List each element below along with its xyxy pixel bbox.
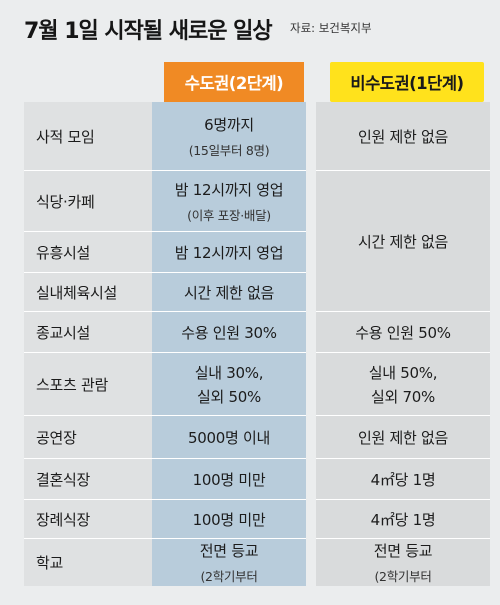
nonmetro-value: 4㎡당 1명 [370, 470, 436, 489]
metro-value: 5000명 이내 [188, 428, 270, 447]
table-row: 실내체육시설 시간 제한 없음 [24, 273, 490, 312]
metro-value: 수용 인원 30% [181, 323, 277, 342]
infographic-header: 7월 1일 시작될 새로운 일상 자료: 보건복지부 [0, 0, 500, 60]
nonmetro-column [316, 102, 490, 586]
metro-cell: 수용 인원 30% [152, 312, 306, 352]
nonmetro-value: 수용 인원 50% [355, 323, 451, 342]
table-row: 결혼식장 100명 미만 4㎡당 1명 [24, 459, 490, 500]
row-label: 학교 [36, 554, 64, 572]
nonmetro-cell: 전면 등교 (2학기부터 [316, 539, 490, 586]
metro-value: 시간 제한 없음 [184, 283, 274, 302]
row-label-cell: 장례식장 [24, 500, 152, 538]
metro-column-header: 수도권(2단계) [164, 62, 304, 102]
metro-cell: 5000명 이내 [152, 416, 306, 458]
table-row: 학교 전면 등교 (2학기부터 전면 등교 (2학기부터 [24, 539, 490, 586]
metro-cell: 밤 12시까지 영업 [152, 232, 306, 272]
metro-value: 밤 12시까지 영업 [174, 180, 284, 199]
nonmetro-note: (2학기부터 [374, 569, 432, 584]
row-label: 스포츠 관람 [36, 375, 108, 394]
row-label-cell: 종교시설 [24, 312, 152, 352]
metro-cell: 전면 등교 (2학기부터 [152, 539, 306, 586]
nonmetro-column-header: 비수도권(1단계) [330, 62, 484, 102]
nonmetro-cell: 실내 50%, 실외 70% [316, 353, 490, 415]
row-label-cell: 스포츠 관람 [24, 353, 152, 415]
metro-cell: 6명까지 (15일부터 8명) [152, 102, 306, 170]
nonmetro-value: 4㎡당 1명 [370, 510, 436, 529]
nonmetro-cell: 4㎡당 1명 [316, 500, 490, 538]
page-title: 7월 1일 시작될 새로운 일상 [24, 19, 273, 44]
metro-cell: 100명 미만 [152, 459, 306, 499]
table-row: 식당·카페 밤 12시까지 영업 (이후 포장·배달) [24, 171, 490, 232]
nonmetro-cell: 4㎡당 1명 [316, 459, 490, 499]
row-label-cell: 식당·카페 [24, 171, 152, 231]
column-gap [306, 102, 316, 586]
metro-note: (15일부터 8명) [188, 142, 270, 158]
metro-note: (2학기부터 [200, 569, 258, 584]
nonmetro-cell: 인원 제한 없음 [316, 416, 490, 458]
nonmetro-value: 인원 제한 없음 [358, 127, 448, 146]
table-row: 장례식장 100명 미만 4㎡당 1명 [24, 500, 490, 539]
nonmetro-value: 전면 등교 [373, 542, 433, 560]
metro-value: 전면 등교 [199, 542, 259, 560]
metro-cell: 시간 제한 없음 [152, 273, 306, 311]
table-row: 공연장 5000명 이내 인원 제한 없음 [24, 416, 490, 459]
row-label-cell: 학교 [24, 539, 152, 586]
row-label: 종교시설 [36, 323, 91, 342]
metro-value: 100명 미만 [192, 470, 266, 489]
row-label: 결혼식장 [36, 470, 91, 489]
metro-note: (이후 포장·배달) [187, 207, 271, 223]
nonmetro-value: 실내 50%, [368, 363, 438, 382]
rules-table: 사적 모임 6명까지 (15일부터 8명) 인원 제한 없음 식당·카페 밤 1… [24, 102, 490, 586]
nonmetro-cell: 수용 인원 50% [316, 312, 490, 352]
metro-cell: 밤 12시까지 영업 (이후 포장·배달) [152, 171, 306, 231]
nonmetro-merged-cell: 시간 제한 없음 [316, 171, 490, 311]
nonmetro-value: 인원 제한 없음 [358, 428, 448, 447]
row-label: 실내체육시설 [36, 283, 118, 302]
table-row: 사적 모임 6명까지 (15일부터 8명) 인원 제한 없음 [24, 102, 490, 171]
row-label: 식당·카페 [36, 192, 95, 211]
metro-cell: 100명 미만 [152, 500, 306, 538]
nonmetro-value-line2: 실외 70% [371, 387, 435, 406]
nonmetro-cell: 인원 제한 없음 [316, 102, 490, 170]
source-note: 자료: 보건복지부 [290, 21, 372, 35]
row-label-cell: 실내체육시설 [24, 273, 152, 311]
metro-cell: 실내 30%, 실외 50% [152, 353, 306, 415]
row-label: 장례식장 [36, 510, 91, 529]
row-label-cell: 결혼식장 [24, 459, 152, 499]
row-label: 유흥시설 [36, 243, 91, 262]
row-label-cell: 사적 모임 [24, 102, 152, 170]
row-label: 사적 모임 [36, 127, 95, 146]
row-label: 공연장 [36, 428, 77, 447]
row-label-cell: 유흥시설 [24, 232, 152, 272]
row-label-cell: 공연장 [24, 416, 152, 458]
metro-value: 밤 12시까지 영업 [174, 243, 284, 262]
metro-value: 6명까지 [204, 115, 254, 134]
metro-value-line2: 실외 50% [197, 387, 261, 406]
metro-value: 실내 30%, [194, 363, 264, 382]
nonmetro-value: 시간 제한 없음 [358, 232, 448, 251]
table-row: 스포츠 관람 실내 30%, 실외 50% 실내 50%, 실외 70% [24, 353, 490, 416]
label-column [24, 102, 152, 586]
table-row: 종교시설 수용 인원 30% 수용 인원 50% [24, 312, 490, 353]
metro-column [152, 102, 306, 586]
metro-value: 100명 미만 [192, 510, 266, 529]
table-row: 유흥시설 밤 12시까지 영업 [24, 232, 490, 273]
